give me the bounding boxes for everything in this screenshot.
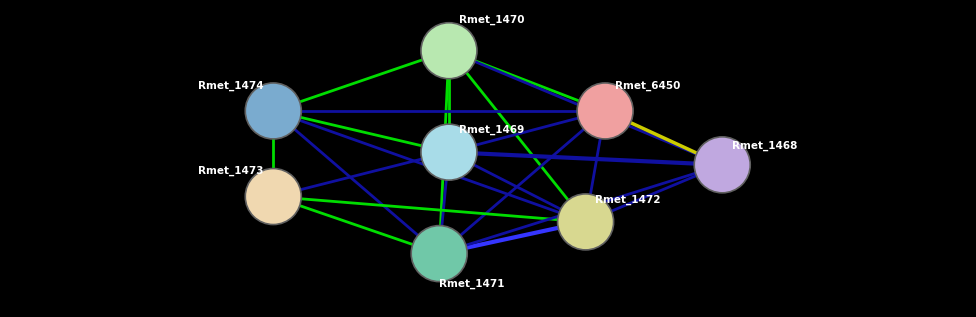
- Text: Rmet_1469: Rmet_1469: [459, 125, 524, 135]
- Ellipse shape: [694, 137, 751, 193]
- Ellipse shape: [245, 169, 302, 224]
- Text: Rmet_1471: Rmet_1471: [439, 279, 505, 289]
- Text: Rmet_1470: Rmet_1470: [459, 15, 524, 25]
- Ellipse shape: [557, 194, 614, 250]
- Text: Rmet_1473: Rmet_1473: [198, 166, 264, 176]
- Text: Rmet_1468: Rmet_1468: [732, 141, 797, 151]
- Text: Rmet_1474: Rmet_1474: [198, 81, 264, 91]
- Ellipse shape: [421, 124, 477, 180]
- Ellipse shape: [577, 83, 633, 139]
- Text: Rmet_1472: Rmet_1472: [595, 195, 661, 205]
- Ellipse shape: [421, 23, 477, 79]
- Ellipse shape: [411, 226, 468, 281]
- Text: Rmet_6450: Rmet_6450: [615, 81, 680, 91]
- Ellipse shape: [245, 83, 302, 139]
